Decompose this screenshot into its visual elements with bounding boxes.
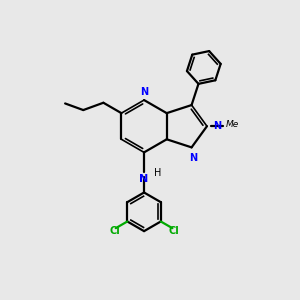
Text: N: N bbox=[140, 86, 148, 97]
Text: Cl: Cl bbox=[109, 226, 120, 236]
Text: N: N bbox=[214, 121, 222, 131]
Text: N: N bbox=[189, 153, 197, 163]
Text: Me: Me bbox=[226, 120, 239, 129]
Text: Cl: Cl bbox=[168, 226, 179, 236]
Text: H: H bbox=[154, 168, 161, 178]
Text: N: N bbox=[140, 174, 149, 184]
